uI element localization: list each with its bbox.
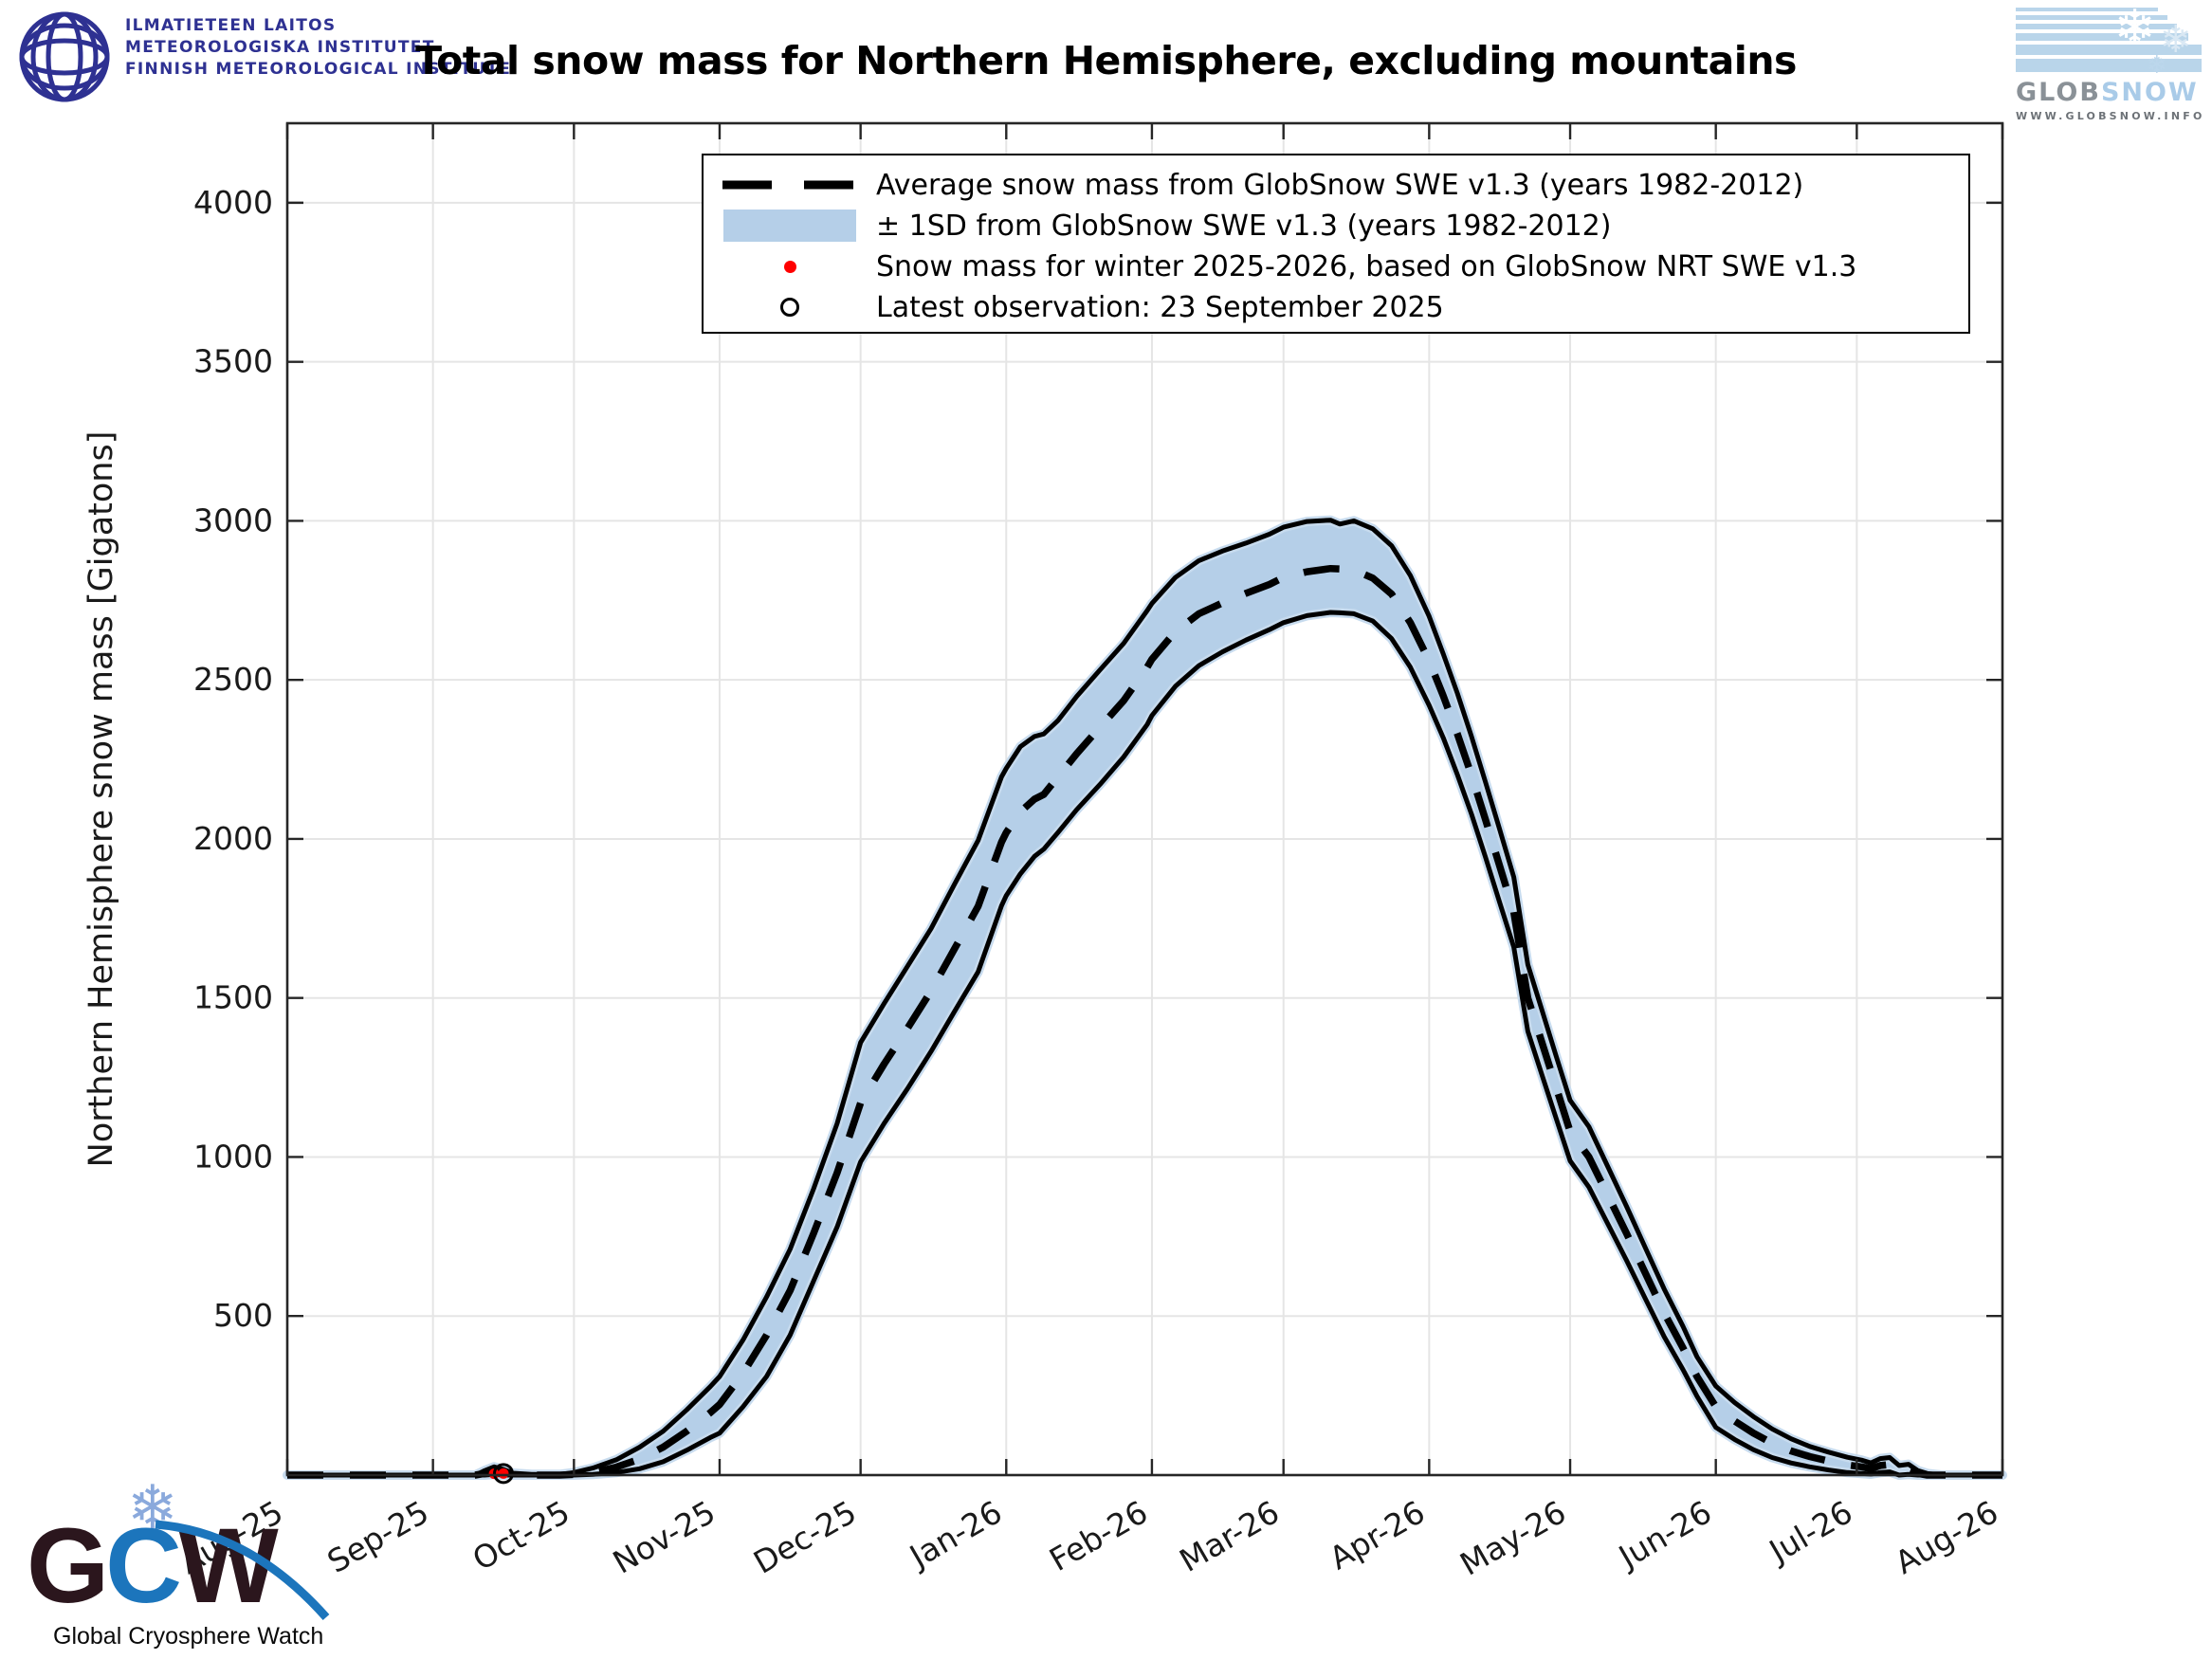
fmi-line-sv: METEOROLOGISKA INSTITUTET — [125, 38, 435, 57]
y-tick-label: 1000 — [193, 1138, 273, 1175]
chart-title: Total snow mass for Northern Hemisphere,… — [415, 38, 1797, 83]
average-line — [287, 564, 2002, 1479]
gcw-wordmark: GCW — [27, 1506, 279, 1625]
snowflake-icon: ❄ — [2114, 0, 2156, 57]
x-tick-label: Oct-25 — [466, 1493, 576, 1577]
fmi-line-en: FINNISH METEOROLOGICAL INSTITUTE — [125, 60, 512, 79]
y-tick-label: 500 — [213, 1297, 273, 1334]
gcw-logo: ❄ GCW Global Cryosphere Watch — [13, 1473, 364, 1655]
x-tick-label: Feb-26 — [1043, 1493, 1154, 1578]
globsnow-logo: ❄ ❄ ❄ GLOBSNOW WWW.GLOBSNOW.INFO — [2016, 4, 2205, 122]
x-tick-label: Mar-26 — [1173, 1493, 1285, 1579]
globsnow-url: WWW.GLOBSNOW.INFO — [2016, 110, 2205, 122]
y-tick-label: 2500 — [193, 661, 273, 698]
snowflake-icon: ❄ — [2160, 18, 2192, 62]
fmi-line-fi: ILMATIETEEN LAITOS — [125, 16, 337, 35]
dashed-line-sample — [719, 180, 861, 190]
legend-label: Latest observation: 23 September 2025 — [876, 290, 1444, 324]
legend-label: ± 1SD from GlobSnow SWE v1.3 (years 1982… — [876, 209, 1612, 243]
legend-row-nrt: Snow mass for winter 2025-2026, based on… — [704, 247, 1856, 285]
nrt-red-dot — [498, 1468, 509, 1479]
y-axis-label: Northern Hemisphere snow mass [Gigatons] — [82, 431, 120, 1168]
plot-box — [285, 121, 2004, 1477]
legend-row-latest-observation: Latest observation: 23 September 2025 — [704, 288, 1444, 326]
legend-label: Average snow mass from GlobSnow SWE v1.3… — [876, 168, 1804, 202]
globsnow-stripes: ❄ ❄ ❄ — [2016, 4, 2202, 80]
gcw-caption: Global Cryosphere Watch — [53, 1623, 324, 1650]
chart-legend: Average snow mass from GlobSnow SWE v1.3… — [702, 154, 1970, 334]
x-tick-label: Jun-26 — [1611, 1493, 1718, 1577]
y-tick-label: 3000 — [193, 501, 273, 538]
snowflake-icon: ❄ — [2147, 51, 2167, 80]
x-tick-label: Nov-25 — [607, 1493, 722, 1580]
fmi-logo: ILMATIETEEN LAITOS METEOROLOGISKA INSTIT… — [17, 9, 511, 104]
x-tick-label: May-26 — [1453, 1493, 1572, 1583]
x-tick-label: Dec-25 — [747, 1493, 862, 1581]
y-tick-label: 4000 — [193, 184, 273, 221]
x-tick-label: Jan-26 — [902, 1493, 1008, 1576]
x-tick-label: Apr-26 — [1324, 1493, 1432, 1577]
x-tick-label: Aug-26 — [1889, 1493, 2004, 1581]
globsnow-wordmark: GLOBSNOW — [2016, 78, 2199, 107]
latest-observation-marker — [492, 1463, 514, 1485]
legend-label: Snow mass for winter 2025-2026, based on… — [876, 249, 1857, 283]
y-tick-label: 2000 — [193, 820, 273, 857]
open-circle-sample — [719, 298, 861, 317]
fmi-globe-icon — [19, 11, 110, 102]
fmi-institute-name: ILMATIETEEN LAITOS METEOROLOGISKA INSTIT… — [125, 15, 511, 81]
y-tick-label: 1500 — [193, 979, 273, 1016]
legend-row-band: ± 1SD from GlobSnow SWE v1.3 (years 1982… — [704, 207, 1611, 245]
band-upper-edge — [287, 518, 2002, 1478]
x-tick-label: Jul-26 — [1762, 1493, 1858, 1571]
band-lower-edge — [287, 610, 2002, 1478]
legend-row-average: Average snow mass from GlobSnow SWE v1.3… — [704, 166, 1803, 204]
red-dot-sample — [719, 260, 861, 273]
band-sample — [719, 210, 861, 242]
y-tick-label: 3500 — [193, 343, 273, 380]
